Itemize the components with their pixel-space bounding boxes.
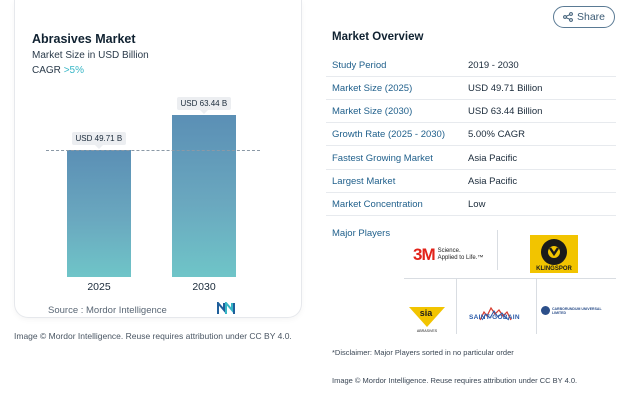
overview-value: Low [468,199,486,210]
bar-2030 [172,115,236,277]
reference-dashed-line [46,150,260,152]
chart-title: Abrasives Market [32,32,136,46]
bar-data-label: USD 49.71 B [71,132,127,150]
overview-key[interactable]: Growth Rate (2025 - 2030) [332,129,446,140]
logo-carborundum[interactable]: CARBORUNDUM UNIVERSAL LIMITED [541,306,608,315]
logo-klingspor-text: KLINGSPOR [536,266,572,272]
overview-key[interactable]: Market Size (2025) [332,83,413,94]
overview-row-market-size-2030: Market Size (2030) USD 63.44 Billion [326,101,616,123]
players-disclaimer: *Disclaimer: Major Players sorted in no … [332,348,514,357]
overview-row-concentration: Market Concentration Low [326,194,616,216]
overview-key[interactable]: Fastest Growing Market [332,153,433,164]
share-label: Share [576,11,606,23]
x-tick-label: 2030 [192,281,216,293]
share-button[interactable]: Share [553,6,615,28]
overview-key[interactable]: Study Period [332,60,387,71]
logo-saint-gobain[interactable] [468,300,522,326]
overview-value: USD 63.44 Billion [468,106,543,117]
chart-card [14,0,302,318]
overview-row-market-size-2025: Market Size (2025) USD 49.71 Billion [326,78,616,100]
logo-divider [456,278,457,334]
logo-sia-tagline: ABRASIVES [417,329,438,333]
logo-divider [536,278,537,334]
overview-row-study-period: Study Period 2019 - 2030 [326,55,616,77]
logo-sia-text: sia [420,308,434,318]
chart-subtitle: Market Size in USD Billion [32,50,149,61]
logo-sia[interactable]: sia ABRASIVES [407,303,447,333]
overview-value: Asia Pacific [468,153,518,164]
image-credit-right: Image © Mordor Intelligence. Reuse requi… [332,376,578,385]
cagr-value: >5% [63,65,84,76]
bar-2025 [67,150,131,277]
chart-source: Source : Mordor Intelligence [48,305,167,316]
overview-value: USD 49.71 Billion [468,83,543,94]
logo-divider [404,278,616,279]
mordor-logo-icon [217,302,235,314]
overview-key[interactable]: Market Size (2030) [332,106,413,117]
overview-key[interactable]: Largest Market [332,176,396,187]
x-tick-label: 2025 [87,281,111,293]
overview-key[interactable]: Market Concentration [332,199,423,210]
logo-klingspor[interactable]: KLINGSPOR [530,235,578,273]
overview-row-fastest-growing: Fastest Growing Market Asia Pacific [326,148,616,170]
overview-value: Asia Pacific [468,176,518,187]
logo-carborundum-mark [541,306,550,315]
logo-3m-mark: 3M [413,245,436,264]
share-icon [563,12,573,22]
image-credit: Image © Mordor Intelligence. Reuse requi… [14,331,292,341]
overview-value: 5.00% CAGR [468,129,526,140]
overview-row-growth-rate: Growth Rate (2025 - 2030) 5.00% CAGR [326,124,616,146]
overview-title: Market Overview [332,31,424,43]
logo-divider [497,230,498,270]
overview-row-largest-market: Largest Market Asia Pacific [326,171,616,193]
cagr-label: CAGR [32,65,61,76]
logo-3m[interactable]: 3M Science. Applied to Life.™ [413,245,483,265]
logo-saint-gobain-text: SAINT-GOBAIN [469,314,520,321]
logo-carborundum-text: CARBORUNDUM UNIVERSAL LIMITED [552,306,602,315]
major-players-label: Major Players [332,228,391,239]
overview-value: 2019 - 2030 [468,60,519,71]
logo-3m-tagline: Science. Applied to Life.™ [437,248,484,261]
bar-data-label: USD 63.44 B [176,97,232,115]
cagr-line: CAGR >5% [32,65,84,76]
